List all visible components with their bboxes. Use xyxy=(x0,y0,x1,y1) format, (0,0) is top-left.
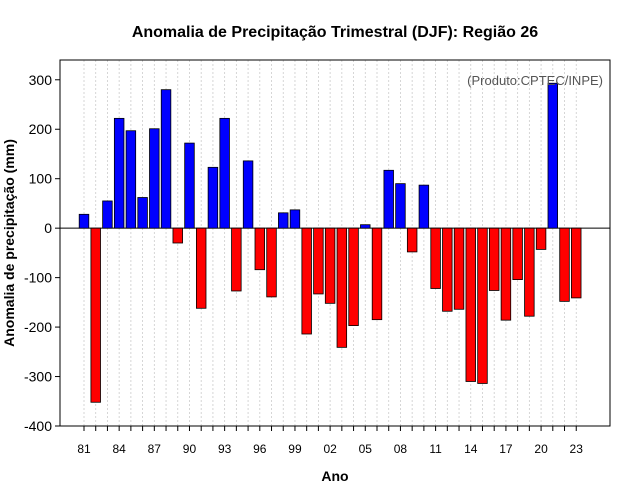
bar-2001 xyxy=(313,227,324,295)
bar-1996 xyxy=(254,227,266,271)
bar-2010 xyxy=(418,184,430,229)
bar-1981 xyxy=(78,213,90,229)
bar-1999 xyxy=(289,209,301,229)
bar-2018 xyxy=(512,227,523,280)
bar-2003 xyxy=(336,227,348,348)
bar-2014 xyxy=(465,227,476,382)
chart-title: Anomalia de Precipitação Trimestral (DJF… xyxy=(132,24,538,41)
bar-2017 xyxy=(500,227,512,321)
bar-1993 xyxy=(219,117,230,229)
bar-2023 xyxy=(571,227,582,299)
x-tick-label: 02 xyxy=(323,442,337,456)
bar-2016 xyxy=(488,227,500,291)
bar-2000 xyxy=(301,227,312,335)
y-tick-label: -400 xyxy=(24,418,52,434)
y-axis: -400 -300 -200 -100 0 100 200 300 xyxy=(24,72,60,434)
x-tick-label: 17 xyxy=(499,442,513,456)
plot-frame xyxy=(59,59,611,427)
x-tick-label: 96 xyxy=(253,442,267,456)
bar-2006 xyxy=(371,227,383,321)
y-tick-label: -200 xyxy=(24,319,52,335)
x-tick-label: 90 xyxy=(183,442,197,456)
x-axis: 81 84 87 90 93 96 99 02 05 08 11 14 17 20 23 xyxy=(77,426,583,456)
bar-1985 xyxy=(125,130,137,229)
bar-2021 xyxy=(547,82,559,229)
credit-text: (Produto:CPTEC/INPE) xyxy=(467,73,603,88)
x-axis-label: Ano xyxy=(321,468,348,484)
bar-2011 xyxy=(430,227,441,289)
y-tick-label: 0 xyxy=(44,220,52,236)
bar-2015 xyxy=(477,227,488,384)
bar-1998 xyxy=(278,212,289,229)
bar-2019 xyxy=(524,227,535,317)
bar-1986 xyxy=(137,197,148,229)
bar-2020 xyxy=(535,227,547,250)
x-tick-label: 23 xyxy=(570,442,584,456)
bar-2007 xyxy=(383,169,394,229)
bar-1982 xyxy=(90,227,101,403)
bar-1992 xyxy=(207,166,219,229)
x-tick-label: 93 xyxy=(218,442,232,456)
bar-1984 xyxy=(113,117,125,229)
x-tick-label: 99 xyxy=(288,442,302,456)
bar-1987 xyxy=(149,128,160,229)
bar-1991 xyxy=(195,227,207,309)
y-tick-label: 100 xyxy=(29,171,53,187)
x-tick-label: 87 xyxy=(148,442,162,456)
y-axis-label: Anomalia de precipitação (mm) xyxy=(1,139,17,347)
bar-1983 xyxy=(102,200,113,229)
x-tick-label: 20 xyxy=(534,442,548,456)
x-tick-label: 05 xyxy=(359,442,373,456)
bar-2002 xyxy=(324,227,336,304)
bar-2005 xyxy=(360,224,371,229)
grid-lines xyxy=(83,60,577,426)
x-tick-label: 11 xyxy=(429,442,442,456)
y-tick-label: 300 xyxy=(29,72,53,88)
y-tick-label: 200 xyxy=(29,121,53,137)
bars xyxy=(78,82,582,403)
bar-2009 xyxy=(406,227,418,253)
y-tick-label: -300 xyxy=(24,369,52,385)
bar-2013 xyxy=(453,227,465,310)
x-tick-label: 08 xyxy=(394,442,408,456)
bar-1994 xyxy=(231,227,242,292)
bar-1995 xyxy=(242,160,254,229)
bar-1989 xyxy=(172,227,183,244)
x-tick-label: 14 xyxy=(464,442,478,456)
bar-1997 xyxy=(266,227,277,298)
bar-2008 xyxy=(395,183,406,229)
y-tick-label: -100 xyxy=(24,270,52,286)
bar-1990 xyxy=(184,142,195,229)
bar-2004 xyxy=(348,227,359,326)
bar-2012 xyxy=(442,227,453,312)
bar-1988 xyxy=(160,89,172,229)
x-tick-label: 84 xyxy=(112,442,126,456)
x-tick-label: 81 xyxy=(77,442,91,456)
bar-2022 xyxy=(559,227,570,302)
